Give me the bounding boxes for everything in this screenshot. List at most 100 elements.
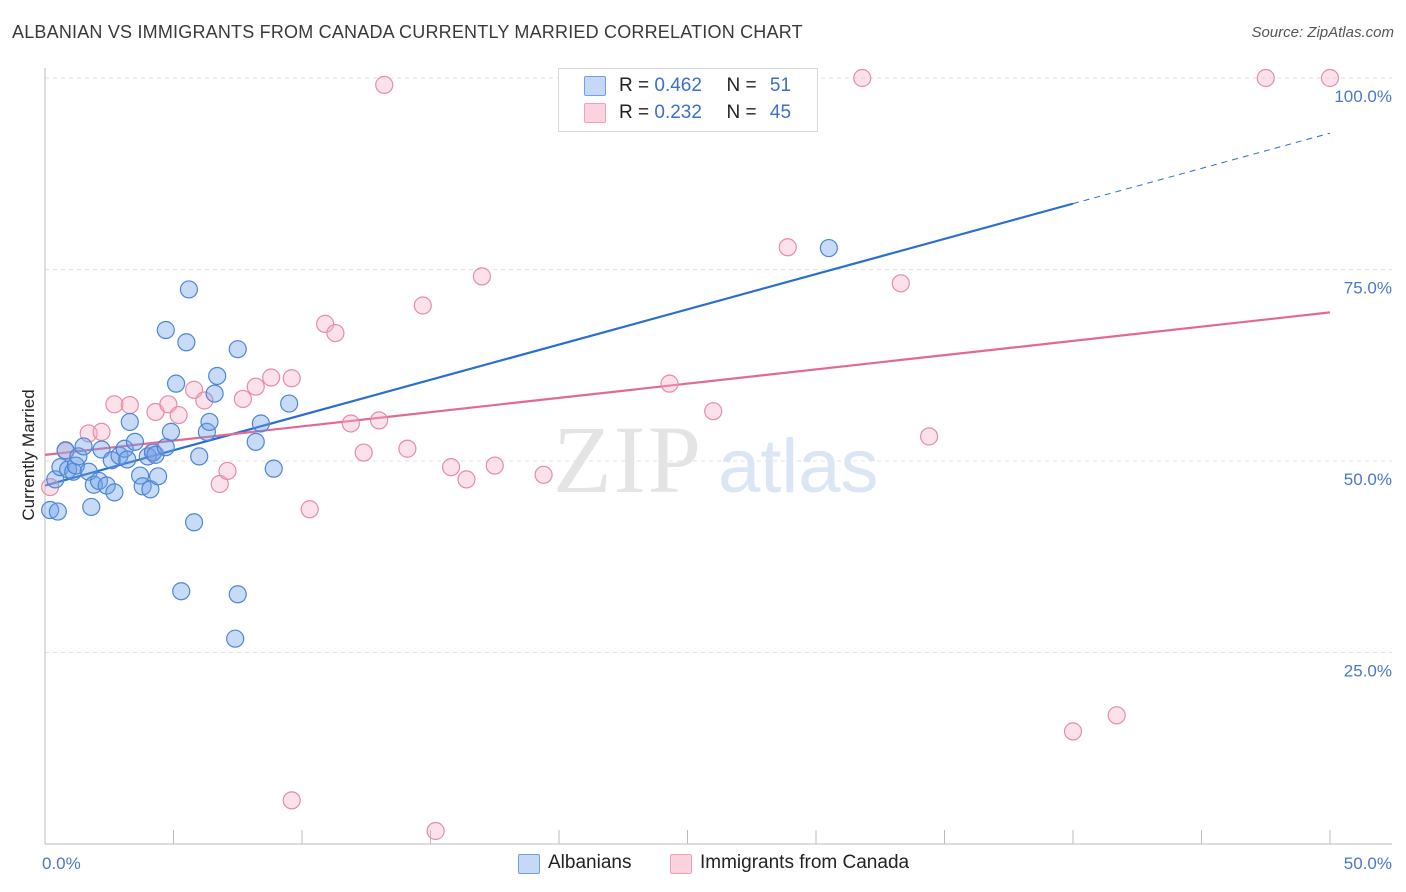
canada-point	[105, 395, 124, 414]
chart-title: ALBANIAN VS IMMIGRANTS FROM CANADA CURRE…	[12, 22, 803, 42]
canada-point	[300, 500, 319, 519]
albanians-point	[48, 502, 67, 521]
albanians-point	[228, 340, 247, 359]
albanians-point	[41, 500, 60, 520]
canada-point	[1256, 68, 1275, 88]
canada-r-value: 0.232	[654, 102, 702, 123]
watermark-atlas: atlas	[718, 424, 879, 509]
canada-point	[426, 821, 445, 841]
albanians-point	[130, 466, 150, 485]
albanians-n-label: N =	[726, 75, 757, 96]
canada-point	[316, 314, 335, 333]
albanians-point	[179, 280, 199, 299]
albanians-point	[226, 629, 245, 648]
canada-point	[660, 374, 679, 393]
albanians-point	[115, 439, 134, 458]
albanians-point	[161, 422, 181, 441]
albanians-point	[246, 432, 265, 451]
axes	[44, 68, 1392, 845]
albanians-point	[118, 450, 137, 469]
canada-point	[218, 461, 237, 481]
canada-point	[1107, 706, 1126, 725]
albanians-point	[200, 412, 219, 432]
watermark-zip: ZIP	[553, 406, 703, 513]
canada-point	[1320, 68, 1340, 88]
x-tick-label-start: 0.0%	[42, 854, 81, 873]
albanians-point	[228, 585, 247, 604]
canada-point	[341, 414, 360, 433]
albanians-legend-label: Albanians	[548, 852, 632, 873]
albanians-swatch	[584, 76, 606, 96]
albanians-point	[82, 497, 101, 517]
albanians-point	[819, 238, 838, 258]
albanians-point	[280, 394, 299, 413]
canada-point	[326, 323, 345, 343]
albanians-legend-swatch	[518, 854, 540, 874]
albanians-point	[208, 366, 227, 386]
canada-point	[485, 456, 504, 475]
trend-line-0	[44, 202, 1074, 487]
stats-legend: R = 0.462 N = 51 R = 0.232 N = 45	[558, 68, 818, 132]
canada-point	[370, 411, 389, 430]
albanians-point	[251, 414, 270, 433]
canada-point	[1063, 722, 1083, 741]
canada-point	[282, 369, 301, 388]
canada-point	[472, 267, 491, 286]
x-tick-label-end: 50.0%	[1344, 854, 1392, 873]
albanians-point	[177, 333, 196, 352]
canada-point	[457, 470, 476, 489]
canada-point	[246, 377, 265, 396]
albanians-point	[148, 467, 168, 486]
canada-swatch	[584, 103, 606, 123]
albanians-point	[120, 412, 139, 432]
albanians-point	[184, 513, 204, 532]
y-tick-label: 100.0%	[1334, 87, 1392, 106]
canada-legend-label: Immigrants from Canada	[700, 852, 910, 873]
albanians-n-value: 51	[769, 75, 792, 96]
canada-legend-swatch	[670, 854, 692, 874]
albanians-point	[205, 384, 224, 403]
canada-point	[169, 405, 188, 425]
trend-line-1	[44, 311, 1331, 456]
canada-point	[262, 368, 281, 387]
canada-r-label: R =	[619, 102, 650, 123]
canada-n-value: 45	[769, 102, 792, 123]
canada-point	[441, 458, 461, 477]
canada-point	[853, 68, 872, 88]
albanians-point	[74, 437, 93, 456]
canada-point	[891, 274, 910, 293]
canada-point	[778, 238, 797, 257]
canada-point	[282, 791, 301, 810]
canada-point	[919, 427, 939, 446]
albanians-r-value: 0.462	[654, 75, 702, 96]
canada-point	[413, 296, 432, 315]
trend-line-extension-0	[1072, 132, 1331, 205]
albanians-point	[156, 320, 175, 340]
albanians-point	[166, 374, 186, 393]
canada-point	[704, 402, 723, 421]
canada-point	[120, 395, 139, 415]
y-tick-label: 50.0%	[1344, 470, 1392, 489]
canada-point	[534, 465, 553, 484]
canada-point	[92, 422, 111, 441]
canada-point	[233, 389, 252, 409]
albanians-point	[146, 445, 165, 464]
albanians-point	[190, 447, 209, 466]
source-label: Source: ZipAtlas.com	[1251, 24, 1394, 41]
canada-n-label: N =	[726, 102, 757, 123]
y-axis-title: Currently Married	[19, 389, 38, 520]
tick-labels: 100.0% 75.0% 50.0% 25.0% 0.0% 50.0%	[42, 87, 1392, 873]
albanians-point	[172, 582, 191, 601]
y-tick-label: 25.0%	[1344, 662, 1392, 681]
albanians-point	[97, 476, 116, 495]
y-tick-label: 75.0%	[1344, 279, 1392, 298]
data-points	[41, 68, 1340, 841]
albanians-r-label: R =	[619, 75, 650, 96]
canada-point	[398, 439, 417, 458]
canada-point	[375, 75, 394, 94]
grid-lines	[45, 77, 1392, 653]
albanians-point	[264, 459, 283, 478]
albanians-point	[156, 438, 175, 457]
albanians-point	[125, 432, 145, 451]
